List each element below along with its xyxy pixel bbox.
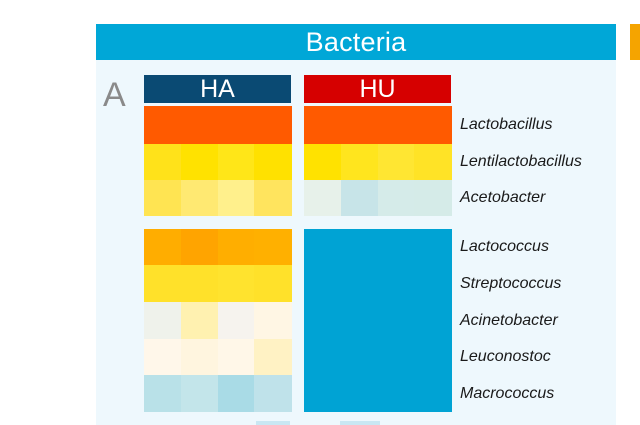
heatmap-cell: [144, 302, 182, 339]
heatmap-cell: [180, 229, 218, 265]
bacteria-banner: Bacteria: [96, 24, 616, 60]
heatmap-cell: [144, 106, 182, 144]
heatmap-cell: [340, 375, 378, 412]
heatmap-cell: [340, 106, 378, 144]
heatmap-cell: [180, 302, 218, 339]
heatmap-cell: [254, 375, 292, 412]
heatmap-cell: [217, 106, 255, 144]
heatmap-cell: [304, 180, 342, 216]
adjacent-panel-strip: [630, 24, 640, 60]
heatmap-cell: [414, 144, 452, 180]
heatmap-cell: [254, 265, 292, 302]
heatmap-cell: [180, 144, 218, 180]
heatmap-cell: [180, 375, 218, 412]
group-header-ha: HA: [144, 75, 291, 103]
heatmap-cell: [304, 106, 342, 144]
heatmap-cell: [377, 302, 415, 339]
heatmap-cell: [144, 339, 182, 375]
heatmap-cell: [377, 375, 415, 412]
heatmap-cell: [144, 144, 182, 180]
row-label: Lactococcus: [460, 238, 549, 255]
heatmap-cell: [414, 302, 452, 339]
heatmap-cell: [304, 339, 342, 375]
heatmap-cell: [340, 229, 378, 265]
heatmap-cell: [180, 265, 218, 302]
heatmap-hu: [304, 0, 452, 425]
row-label: Acetobacter: [460, 189, 546, 206]
group-header-hu: HU: [304, 75, 451, 103]
row-label: Leuconostoc: [460, 348, 551, 365]
heatmap-cell: [180, 180, 218, 216]
heatmap-cell: [217, 265, 255, 302]
heatmap-ha: [144, 0, 292, 425]
heatmap-cell: [217, 339, 255, 375]
heatmap-cell: [340, 265, 378, 302]
row-label: Acinetobacter: [460, 311, 558, 329]
heatmap-cell: [254, 339, 292, 375]
heatmap-cell: [304, 229, 342, 265]
heatmap-cell: [254, 106, 292, 144]
heatmap-cell: [340, 302, 378, 339]
heatmap-cell: [217, 302, 255, 339]
heatmap-cell: [304, 265, 342, 302]
heatmap-cell: [340, 144, 378, 180]
heatmap-cell: [254, 144, 292, 180]
heatmap-cell: [180, 106, 218, 144]
heatmap-cell: [414, 375, 452, 412]
next-row-hint: [340, 421, 380, 425]
heatmap-cell: [144, 265, 182, 302]
heatmap-cell: [217, 375, 255, 412]
heatmap-cell: [414, 106, 452, 144]
heatmap-cell: [414, 180, 452, 216]
heatmap-cell: [304, 302, 342, 339]
heatmap-cell: [304, 144, 342, 180]
row-label: Macrococcus: [460, 384, 555, 402]
row-label: Lentilactobacillus: [460, 153, 582, 170]
row-label: Streptococcus: [460, 274, 562, 292]
heatmap-cell: [254, 302, 292, 339]
next-row-hint: [256, 421, 290, 425]
heatmap-cell: [340, 180, 378, 216]
row-label: Lactobacillus: [460, 116, 553, 133]
heatmap-cell: [377, 180, 415, 216]
heatmap-cell: [254, 229, 292, 265]
heatmap-cell: [414, 229, 452, 265]
heatmap-cell: [377, 106, 415, 144]
heatmap-cell: [254, 180, 292, 216]
heatmap-cell: [377, 339, 415, 375]
heatmap-cell: [414, 265, 452, 302]
heatmap-cell: [144, 375, 182, 412]
heatmap-cell: [144, 180, 182, 216]
panel-letter: A: [103, 76, 126, 114]
heatmap-cell: [340, 339, 378, 375]
heatmap-cell: [304, 375, 342, 412]
heatmap-cell: [377, 229, 415, 265]
heatmap-cell: [414, 339, 452, 375]
heatmap-cell: [377, 144, 415, 180]
heatmap-cell: [144, 229, 182, 265]
heatmap-cell: [217, 180, 255, 216]
heatmap-cell: [217, 144, 255, 180]
heatmap-cell: [377, 265, 415, 302]
heatmap-cell: [217, 229, 255, 265]
heatmap-cell: [180, 339, 218, 375]
